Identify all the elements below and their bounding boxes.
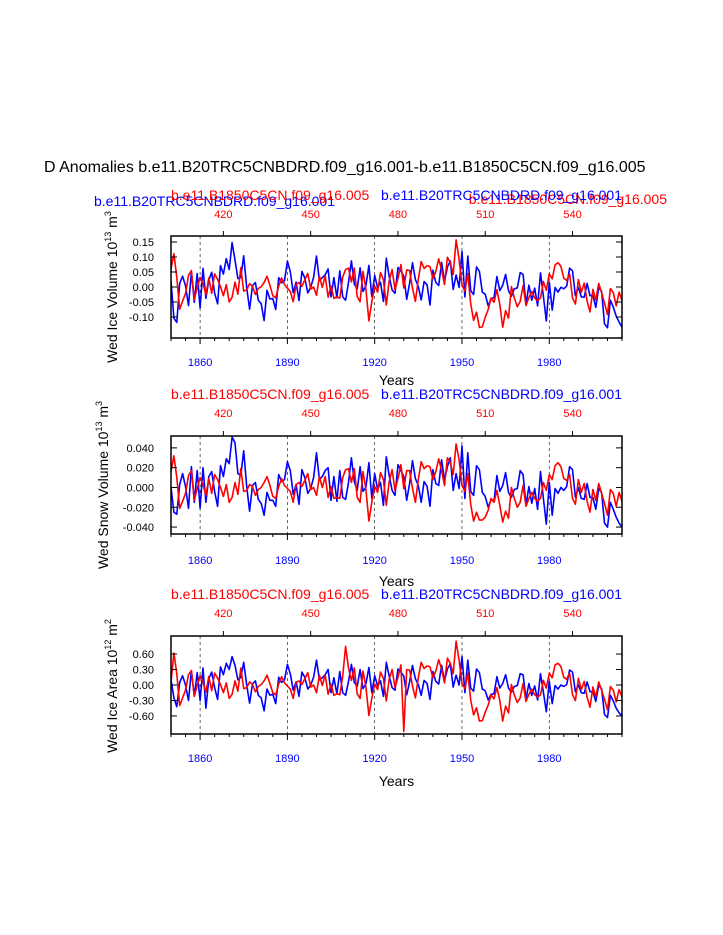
x-tick-label-top: 510 [476, 408, 494, 420]
x-axis-label: Years [379, 372, 414, 388]
top-right-run-label: b.e11.B1850C5CN.f09_g16.005 [469, 191, 667, 207]
y-tick-label: -0.05 [129, 297, 154, 309]
x-tick-label-bottom: 1950 [450, 753, 474, 765]
y-tick-label: -0.60 [129, 711, 154, 723]
series-line-blue [171, 241, 622, 329]
x-tick-label-bottom: 1920 [362, 357, 386, 369]
x-tick-label-bottom: 1920 [362, 753, 386, 765]
chart-panel-2: 0.040 0.020 0.000 -0.020 -0.040 1860 1890 1920 1… [94, 386, 623, 589]
x-tick-label-top: 450 [301, 209, 319, 221]
x-tick-label-top: 540 [563, 408, 581, 420]
y-tick-label: 0.00 [133, 680, 154, 692]
y-axis-label-text: Wed Ice Area 10 [104, 649, 120, 752]
x-axis-label: Years [379, 773, 414, 789]
x-tick-label-top: 450 [301, 608, 319, 620]
series-line-red [171, 443, 622, 523]
x-tick-label-top: 480 [389, 408, 407, 420]
y-axis-label: Wed Snow Volume 1013 m3 [94, 401, 111, 569]
y-axis-label-exponent: 12 [103, 640, 113, 650]
y-tick-label: 0.020 [126, 463, 154, 475]
x-tick-label-top: 540 [563, 608, 581, 620]
x-tick-label-top: 510 [476, 608, 494, 620]
x-tick-label-bottom: 1950 [450, 555, 474, 567]
y-axis-label-text: Wed Ice Volume 10 [104, 242, 120, 363]
x-tick-label-bottom: 1980 [537, 555, 561, 567]
y-axis-label: Wed Ice Volume 1013 m3 [103, 211, 120, 363]
x-tick-label-top: 510 [476, 209, 494, 221]
chart-panel-1: 0.15 0.10 0.05 0.00 -0.05 -0.10 1860 1890 1920 19… [103, 187, 623, 388]
top-left-run-label: b.e11.B20TRC5CNBDRD.f09_g16.001 [94, 193, 335, 209]
y-axis-label-unit-exponent: 2 [103, 619, 113, 624]
y-tick-label: -0.30 [129, 695, 154, 707]
blue-run-label: b.e11.B20TRC5CNBDRD.f09_g16.001 [381, 386, 622, 402]
x-tick-label-top: 480 [389, 608, 407, 620]
y-tick-label: -0.040 [123, 522, 154, 534]
x-tick-label-bottom: 1860 [188, 753, 212, 765]
y-tick-label: 0.05 [133, 267, 154, 279]
chart-panel-3: 0.60 0.30 0.00 -0.30 -0.60 1860 1890 1920 1950 19… [103, 586, 623, 789]
y-tick-label: 0.040 [126, 443, 154, 455]
red-run-label: b.e11.B1850C5CN.f09_g16.005 [171, 386, 369, 402]
y-axis-label-unit-exponent: 3 [94, 401, 104, 406]
series-line-red [171, 239, 622, 329]
x-tick-label-bottom: 1920 [362, 555, 386, 567]
x-tick-label-bottom: 1980 [537, 357, 561, 369]
plot-frame [170, 435, 623, 535]
x-tick-label-bottom: 1890 [275, 753, 299, 765]
x-tick-label-bottom: 1980 [537, 753, 561, 765]
series-line-blue [171, 436, 622, 528]
y-tick-label: 0.000 [126, 482, 154, 494]
x-tick-label-top: 480 [389, 209, 407, 221]
x-tick-label-top: 420 [214, 209, 232, 221]
x-tick-label-bottom: 1860 [188, 555, 212, 567]
y-tick-label: 0.60 [133, 649, 154, 661]
x-tick-label-bottom: 1860 [188, 357, 212, 369]
y-axis-label: Wed Ice Area 1012 m2 [103, 619, 120, 753]
y-tick-label: 0.30 [133, 665, 154, 677]
x-tick-label-bottom: 1950 [450, 357, 474, 369]
y-axis-label-unit: m [95, 406, 111, 422]
x-tick-label-top: 420 [214, 408, 232, 420]
y-axis-label-exponent: 13 [103, 232, 113, 242]
y-tick-label: 0.00 [133, 282, 154, 294]
y-tick-label: 0.15 [133, 237, 154, 249]
x-tick-label-top: 450 [301, 408, 319, 420]
x-tick-label-top: 420 [214, 608, 232, 620]
blue-run-label: b.e11.B20TRC5CNBDRD.f09_g16.001 [381, 586, 622, 602]
y-axis-label-exponent: 13 [94, 422, 104, 432]
blue-run-label: b.e11.B20TRC5CNBDRD.f09_g16.001 [381, 187, 622, 203]
y-axis-label-unit: m [104, 216, 120, 232]
figure-title: D Anomalies b.e11.B20TRC5CNBDRD.f09_g16.… [44, 159, 646, 176]
red-run-label: b.e11.B1850C5CN.f09_g16.005 [171, 187, 369, 203]
red-run-label: b.e11.B1850C5CN.f09_g16.005 [171, 586, 369, 602]
y-tick-label: -0.10 [129, 312, 154, 324]
x-tick-label-top: 540 [563, 209, 581, 221]
y-tick-label: 0.10 [133, 252, 154, 264]
y-axis-label-unit-exponent: 3 [103, 211, 113, 216]
x-tick-label-bottom: 1890 [275, 555, 299, 567]
y-tick-label: -0.020 [123, 502, 154, 514]
x-axis-label: Years [379, 573, 414, 589]
x-tick-label-bottom: 1890 [275, 357, 299, 369]
y-axis-label-unit: m [104, 624, 120, 640]
y-axis-label-text: Wed Snow Volume 10 [95, 431, 111, 569]
series-line-red [171, 640, 622, 733]
